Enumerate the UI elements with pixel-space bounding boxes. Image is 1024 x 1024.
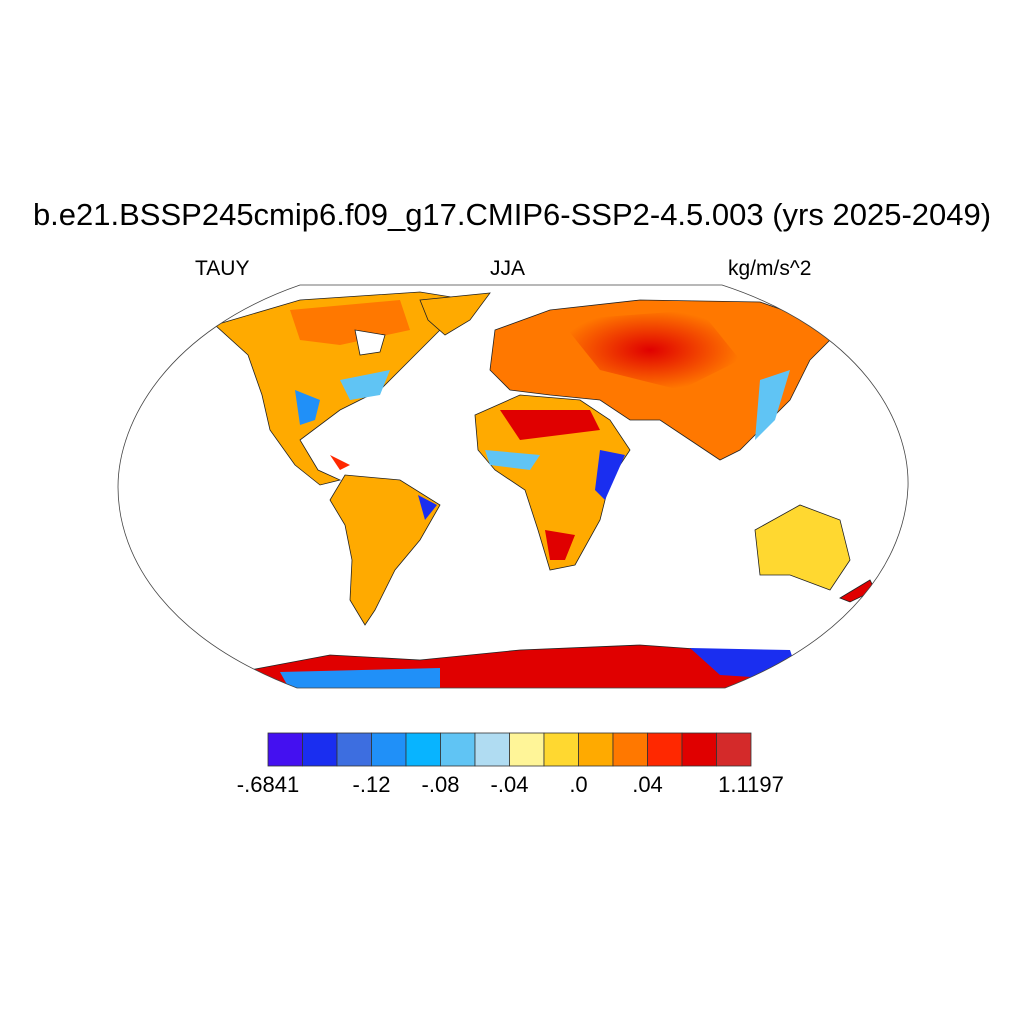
- colorbar-label: -.04: [490, 772, 529, 797]
- colorbar-label: .0: [569, 772, 588, 797]
- colorbar-label: .04: [632, 772, 663, 797]
- colorbar: [267, 732, 752, 767]
- center-string: JJA: [490, 257, 526, 280]
- colorbar-box: [681, 732, 717, 767]
- colorbar-box: [578, 732, 614, 767]
- south-america: [329, 474, 441, 626]
- map-outline: [117, 284, 909, 689]
- colorbar-box: [440, 732, 476, 767]
- colorbar-box: [405, 732, 441, 767]
- units-string: kg/m/s^2: [728, 257, 812, 280]
- land-data: [214, 291, 876, 688]
- colorbar-label: -.12: [352, 772, 391, 797]
- africa: [474, 394, 631, 571]
- colorbar-label: -.08: [421, 772, 460, 797]
- colorbar-box: [543, 732, 579, 767]
- colorbar-box: [336, 732, 372, 767]
- colorbar-box: [716, 732, 752, 767]
- colorbar-box: [647, 732, 683, 767]
- colorbar-box: [474, 732, 510, 767]
- plot-title: b.e21.BSSP245cmip6.f09_g17.CMIP6-SSP2-4.…: [32, 197, 992, 232]
- colorbar-label: -.6841: [236, 772, 300, 797]
- colorbar-box: [371, 732, 407, 767]
- left-string: TAUY: [195, 257, 250, 280]
- australia: [754, 504, 851, 591]
- colorbar-box: [612, 732, 648, 767]
- colorbar-box: [302, 732, 338, 767]
- colorbar-label: 1.1197: [718, 772, 784, 797]
- colorbar-box: [267, 732, 303, 767]
- colorbar-box: [509, 732, 545, 767]
